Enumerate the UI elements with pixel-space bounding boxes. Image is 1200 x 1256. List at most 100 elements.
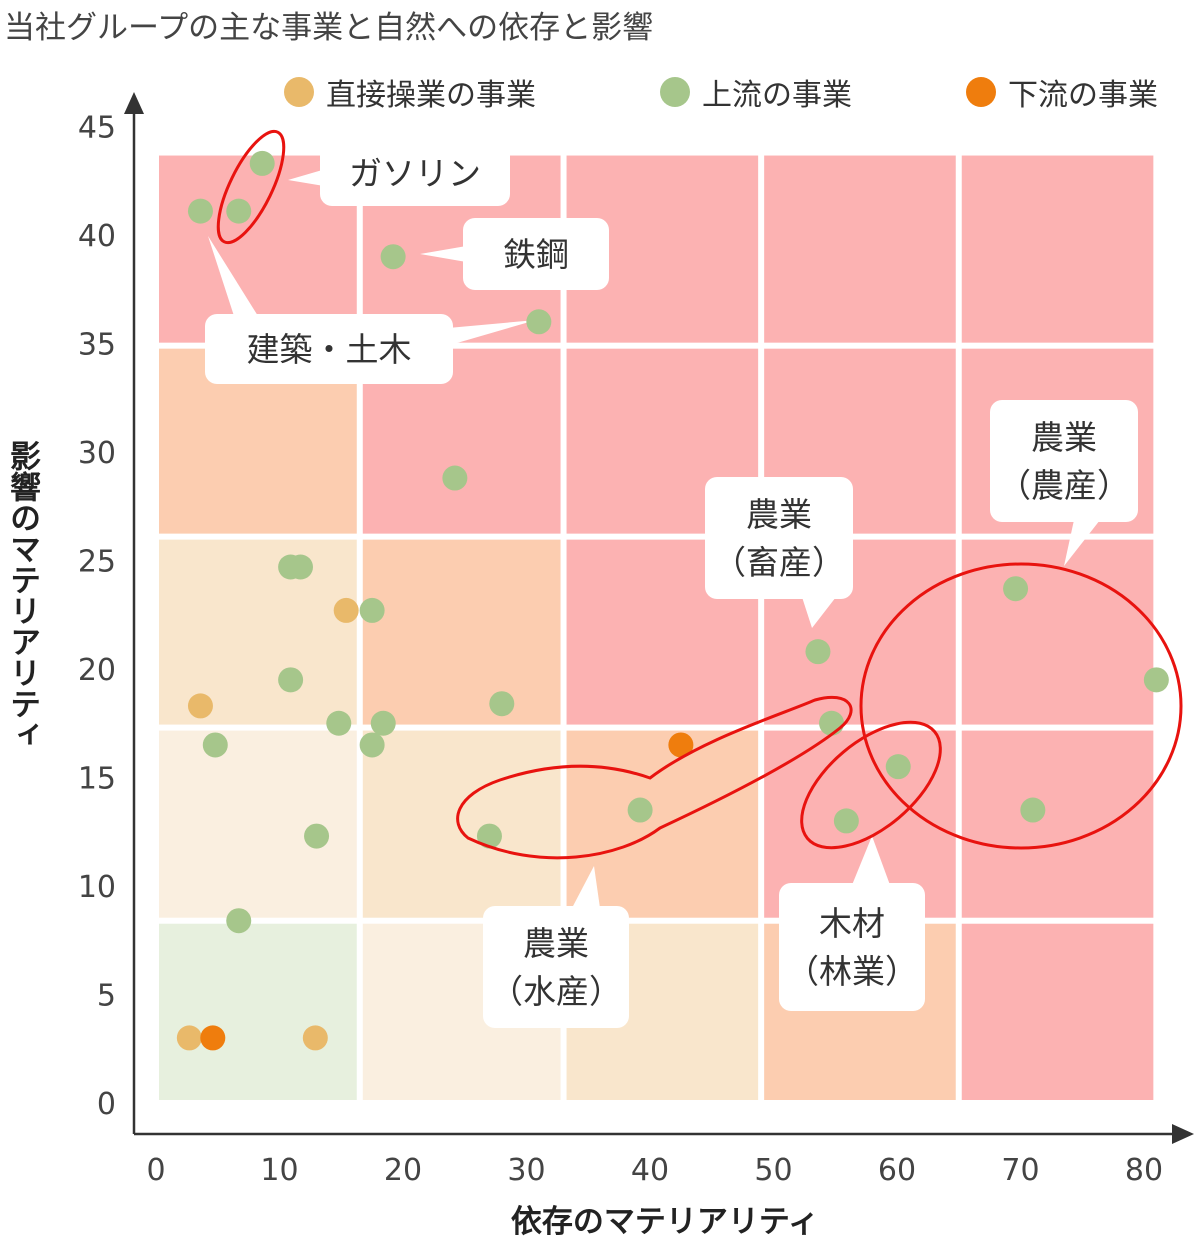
callout-label: 農業 [523, 924, 589, 963]
zone-cell [566, 730, 759, 918]
x-axis-arrow [1172, 1124, 1194, 1144]
upstream-point [278, 667, 304, 693]
zone-cell [961, 155, 1154, 343]
tick-labels: 0 10 20 30 40 50 60 70 80 0 5 10 15 20 25 30 35 40 45 [78, 111, 1163, 1189]
upstream-point [226, 198, 252, 224]
legend-label-downstream: 下流の事業 [1008, 78, 1158, 113]
callout-pointer [852, 836, 890, 885]
x-tick-label: 0 [146, 1153, 165, 1188]
callout-timber: 木材 （林業） [779, 836, 925, 1011]
upstream-point [304, 823, 330, 849]
highlight-timber [800, 720, 942, 850]
zone-cell [961, 539, 1154, 725]
y-tick-label: 40 [78, 219, 116, 254]
y-tick-label: 5 [97, 979, 116, 1014]
highlight-agri-crops [859, 562, 1183, 850]
callout-box [705, 477, 853, 599]
callout-label: （畜産） [713, 543, 845, 582]
direct-point [187, 693, 213, 719]
chart-title: 当社グループの主な事業と自然への依存と影響 [4, 10, 654, 46]
x-tick-label: 40 [631, 1153, 669, 1188]
x-tick-label: 20 [384, 1153, 422, 1188]
y-tick-label: 0 [97, 1087, 116, 1122]
legend-marker-upstream [660, 77, 690, 107]
legend-item-downstream: 下流の事業 [966, 70, 1158, 114]
x-tick-label: 10 [260, 1153, 298, 1188]
y-tick-label: 10 [78, 870, 116, 905]
y-axis-arrow [124, 92, 144, 114]
upstream-point [885, 754, 911, 780]
upstream-point [187, 198, 213, 224]
y-tick-label: 25 [78, 545, 116, 580]
upstream-point [359, 732, 385, 758]
legend-label-direct: 直接操業の事業 [326, 78, 536, 113]
upstream-point [627, 797, 653, 823]
callout-label: （水産） [490, 972, 622, 1011]
highlight-ellipses [216, 129, 1183, 860]
y-axis-label: 影響のマテリアリティ [4, 440, 40, 750]
zone-cell [961, 730, 1154, 918]
callout-label: （林業） [786, 952, 918, 991]
legend-item-upstream: 上流の事業 [660, 70, 852, 114]
callout-box [483, 906, 629, 1028]
x-tick-label: 30 [507, 1153, 545, 1188]
callout-label: ガソリン [349, 154, 481, 193]
callout-pointer [208, 236, 258, 316]
y-tick-label: 15 [78, 762, 116, 797]
callout-label: 建築・土木 [247, 330, 412, 369]
callout-label: 農業 [1031, 418, 1097, 457]
y-tick-label: 45 [78, 111, 116, 146]
direct-point [333, 597, 359, 623]
zone-cell [362, 730, 561, 918]
x-axis-label: 依存のマテリアリティ [510, 1204, 820, 1240]
callout-agri-livestock: 農業 （畜産） [705, 477, 853, 628]
callout-steel: 鉄鋼 [420, 218, 609, 290]
upstream-point [1003, 576, 1029, 602]
data-points [176, 150, 1169, 1051]
direct-point [302, 1025, 328, 1051]
callout-construction: 建築・土木 [205, 236, 536, 384]
callout-label: 農業 [746, 495, 812, 534]
x-tick-label: 70 [1001, 1153, 1039, 1188]
callout-agri-fishery: 農業 （水産） [483, 866, 629, 1028]
callout-pointer [802, 597, 836, 628]
upstream-point [226, 908, 252, 934]
zone-cell [159, 539, 357, 725]
callout-gasoline: ガソリン [288, 140, 510, 206]
upstream-point [287, 554, 313, 580]
y-tick-label: 35 [78, 328, 116, 363]
zone-cell [159, 923, 357, 1100]
downstream-point [200, 1025, 226, 1051]
callout-pointer [572, 866, 600, 908]
y-tick-label: 20 [78, 653, 116, 688]
direct-point [176, 1025, 202, 1051]
upstream-point [1020, 797, 1046, 823]
callout-box [463, 218, 609, 290]
zone-cell [362, 539, 561, 725]
legend-marker-downstream [966, 77, 996, 107]
materiality-zones [159, 155, 1154, 1100]
legend: 直接操業の事業 上流の事業 下流の事業 [0, 70, 1200, 114]
zone-cell [159, 730, 357, 918]
upstream-point [370, 710, 396, 736]
callout-label: （農産） [998, 466, 1130, 505]
upstream-point [833, 808, 859, 834]
upstream-point [1143, 667, 1169, 693]
upstream-point [805, 639, 831, 665]
upstream-point [326, 710, 352, 736]
callout-box [990, 400, 1138, 522]
callout-box [205, 314, 453, 384]
upstream-point [819, 710, 845, 736]
x-tick-label: 80 [1125, 1153, 1163, 1188]
callout-label: 木材 [819, 904, 885, 943]
highlight-agri-fishery [456, 695, 853, 860]
highlight-gasoline [216, 129, 286, 245]
downstream-point [668, 732, 694, 758]
zone-cell [764, 155, 956, 343]
upstream-point [489, 691, 515, 717]
upstream-point [442, 465, 468, 491]
callout-agri-crops: 農業 （農産） [990, 400, 1138, 566]
upstream-point [249, 150, 275, 176]
upstream-point [476, 823, 502, 849]
